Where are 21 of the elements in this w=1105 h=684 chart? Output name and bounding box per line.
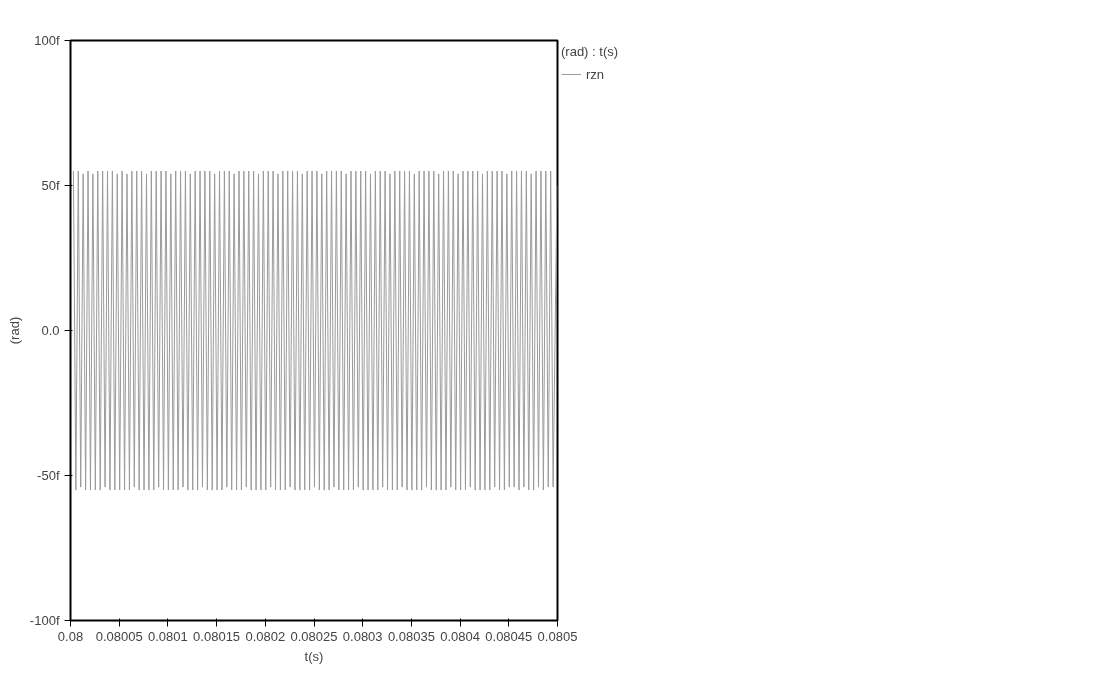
x-tick-label: 0.08005 bbox=[95, 628, 143, 644]
x-tick-label: 0.08 bbox=[57, 628, 84, 644]
x-tick-label: 0.0802 bbox=[245, 628, 286, 644]
x-tick-label: 0.08015 bbox=[193, 628, 241, 644]
x-tick-label: 0.0803 bbox=[342, 628, 383, 644]
x-tick-label: 0.08045 bbox=[485, 628, 533, 644]
x-tick-label: 0.08035 bbox=[387, 628, 435, 644]
y-tick-label: -50f bbox=[37, 468, 60, 483]
legend-label: rzn bbox=[586, 66, 606, 82]
x-tick-label: 0.0804 bbox=[440, 628, 480, 644]
y-tick-label: 50f bbox=[41, 178, 60, 193]
y-tick-label: 100f bbox=[34, 33, 60, 48]
y-tick-label: 0.0 bbox=[41, 323, 60, 338]
legend-title: (rad) : t(s) bbox=[561, 44, 619, 59]
y-tick-label: -100f bbox=[29, 613, 60, 628]
x-axis-title: t(s) bbox=[304, 648, 324, 664]
line-series bbox=[72, 170, 558, 491]
y-axis-title: (rad) bbox=[6, 316, 22, 345]
x-tick-label: 0.08025 bbox=[290, 628, 338, 644]
x-tick-label: 0.0801 bbox=[148, 628, 188, 644]
x-tick-label: 0.0805 bbox=[537, 628, 578, 644]
